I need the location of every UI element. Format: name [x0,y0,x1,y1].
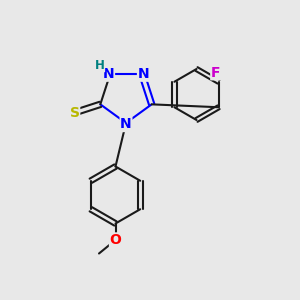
Text: N: N [120,118,132,131]
Text: H: H [95,59,105,72]
Text: O: O [110,233,122,247]
Text: N: N [103,67,114,81]
Text: F: F [211,66,220,80]
Text: S: S [70,106,80,120]
Text: N: N [138,67,149,81]
